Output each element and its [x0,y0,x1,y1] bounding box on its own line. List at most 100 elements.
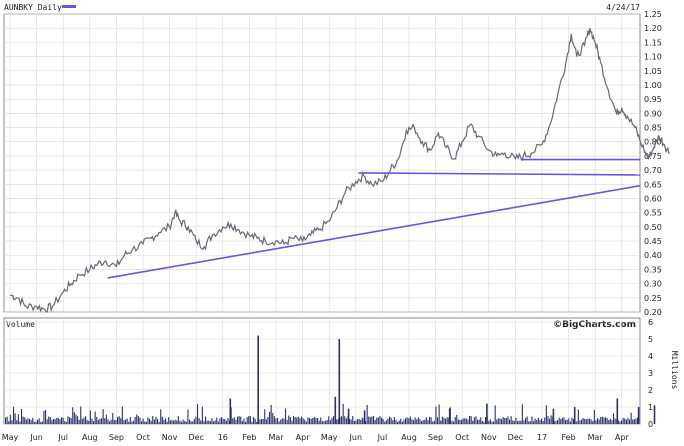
volume-bar [381,417,383,424]
volume-bar [437,417,439,424]
volume-bar [48,416,50,424]
x-tick-label: 16 [218,433,228,442]
volume-bar [27,418,29,424]
volume-bar [120,418,122,424]
volume-bar [128,421,130,424]
price-tick-label: 1.15 [644,38,662,47]
volume-bar [33,421,35,424]
volume-bar [571,417,573,424]
volume-bar [288,415,290,424]
brand-logo: ©BigCharts.com [553,320,636,330]
volume-bar [521,404,523,424]
volume-bar [483,421,485,424]
volume-bar [443,417,445,424]
volume-bar [353,420,355,424]
price-gridlines [4,13,640,313]
volume-bar [545,405,547,424]
volume-bar [493,421,495,424]
volume-bar [38,418,40,424]
volume-bar [289,417,291,424]
volume-bar [59,419,61,424]
volume-bar [411,419,413,424]
volume-bar [177,416,179,424]
volume-bar [181,421,183,424]
volume-bar [64,421,66,424]
ticker-label: AUNBKY Daily [4,3,62,12]
price-tick-label: 0.65 [644,180,662,189]
volume-bar [283,418,285,424]
volume-bar [285,408,287,424]
volume-bar [400,418,402,424]
volume-bar [8,421,10,424]
volume-bar [133,420,135,424]
volume-bar [529,421,531,424]
volume-bar [80,406,82,424]
volume-bar [625,419,627,424]
volume-bar [619,421,621,424]
volume-bar [595,420,597,424]
volume-bar [208,420,210,424]
volume-bar [11,420,13,424]
x-tick-label: Feb [562,433,576,442]
volume-bar [448,408,451,424]
volume-bar [213,421,215,424]
volume-bar [189,419,191,424]
price-tick-label: 0.35 [644,265,662,274]
volume-bar [424,419,426,424]
volume-bar [253,416,255,424]
volume-bar [54,419,56,424]
price-line [9,28,670,313]
volume-bar [225,420,227,424]
volume-bar [448,417,450,424]
volume-title: Volume [6,320,35,329]
volume-bar [469,416,471,424]
volume-bar [160,409,162,424]
volume-bar [374,420,376,424]
volume-bar [613,413,615,424]
volume-bar [137,416,139,424]
volume-bar [259,419,261,424]
volume-bar [451,420,453,424]
x-tick-label: Sep [428,433,443,442]
volume-bar [16,420,18,424]
volume-bar [161,416,163,424]
volume-bar [240,416,242,424]
volume-bar [429,416,431,424]
volume-bar [315,418,317,424]
x-tick-label: May [2,433,19,442]
volume-bar [85,416,87,424]
volume-bar [417,417,419,424]
trendlines [107,158,641,279]
price-tick-label: 0.90 [644,109,662,118]
volume-bar [222,419,224,424]
volume-bar [53,418,55,424]
x-tick-label: Aug [82,433,98,442]
volume-bar [107,419,109,424]
volume-bar [272,413,274,424]
volume-bar [392,420,394,424]
volume-bar [515,417,517,424]
volume-bar [342,403,344,424]
volume-panel [3,317,641,425]
volume-tick-label: 5 [648,335,653,344]
volume-bar [325,420,327,424]
volume-bar [171,419,173,424]
volume-bar [573,418,575,424]
volume-bar [478,419,480,424]
price-tick-label: 0.60 [644,194,662,203]
volume-bar [256,421,258,424]
volume-bar [318,420,320,424]
volume-bar [497,418,499,424]
price-tick-label: 0.85 [644,124,662,133]
volume-bar [557,420,559,424]
volume-bar [456,414,458,424]
x-tick-label: Aug [401,433,417,442]
price-tick-label: 1.25 [644,10,662,19]
volume-bar [592,421,594,424]
volume-bar [435,406,437,424]
volume-bar [115,420,117,424]
price-tick-label: 0.25 [644,294,662,303]
price-tick-label: 1.05 [644,67,662,76]
volume-bar [345,418,347,424]
volume-bar [526,416,528,424]
